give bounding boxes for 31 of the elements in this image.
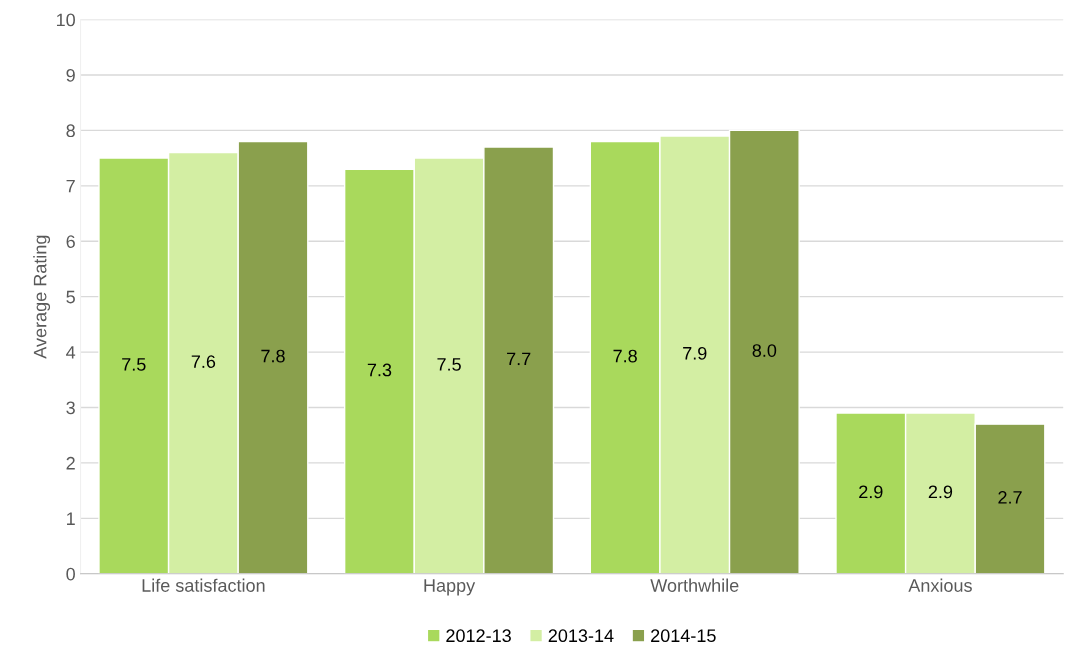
- data-label: 7.6: [191, 355, 216, 369]
- data-label: 2.9: [928, 485, 953, 499]
- y-tick-label: 7: [66, 179, 75, 193]
- y-tick-label: 5: [66, 290, 75, 304]
- y-tick-label: 6: [66, 235, 75, 248]
- y-tick-label: 0: [66, 567, 75, 581]
- y-tick-label: 9: [66, 68, 75, 82]
- x-tick-label: Life satisfaction: [142, 578, 265, 592]
- data-label: 2.9: [859, 485, 883, 499]
- x-tick-label: Happy: [424, 579, 476, 596]
- x-tick-label: Worthwhile: [650, 578, 739, 592]
- data-label: 2.7: [998, 491, 1022, 504]
- x-tick-label: Anxious: [908, 578, 972, 592]
- y-tick-label: 1: [67, 512, 75, 525]
- data-label: 7.5: [122, 358, 146, 371]
- y-tick-label: 4: [66, 346, 76, 359]
- y-tick-label: 3: [66, 401, 75, 415]
- y-tick-label: 2: [66, 456, 75, 470]
- y-tick-label: 10: [56, 13, 75, 27]
- legend-label: 2014-15: [651, 629, 716, 643]
- data-label: 7.3: [367, 363, 392, 377]
- y-axis-title: Average Rating: [33, 235, 51, 359]
- data-label: 7.9: [683, 346, 707, 360]
- legend-label: 2012-13: [446, 629, 511, 643]
- data-label: 8.0: [752, 344, 777, 357]
- data-label: 7.8: [261, 349, 285, 363]
- data-label: 7.8: [613, 349, 637, 363]
- y-tick-label: 8: [66, 124, 75, 138]
- legend-label: 2013-14: [548, 629, 614, 643]
- data-label: 7.7: [507, 352, 531, 366]
- data-label: 7.5: [437, 358, 461, 371]
